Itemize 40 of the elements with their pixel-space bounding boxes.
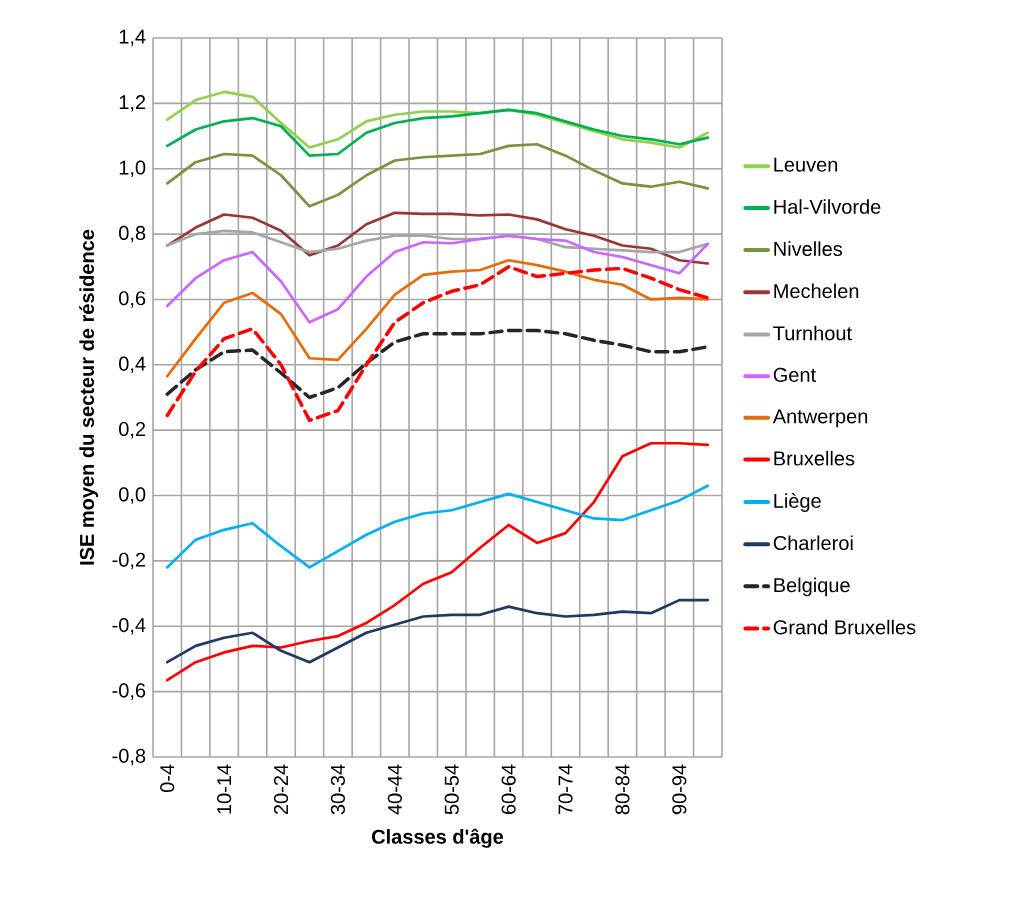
legend-label: Mechelen bbox=[774, 283, 859, 299]
x-tick-label: 80-84 bbox=[615, 764, 630, 815]
x-axis-title: Classes d'âge bbox=[372, 828, 504, 848]
legend-label: Grand Bruxelles bbox=[773, 619, 916, 635]
x-tick-label: 0-4 bbox=[160, 764, 175, 793]
y-tick-label: 1,4 bbox=[119, 29, 146, 47]
x-tick-label: 10-14 bbox=[217, 764, 232, 814]
legend-label: Antwerpen bbox=[772, 409, 868, 428]
legend-label: Leuven bbox=[774, 157, 838, 172]
x-tick-label: 50-54 bbox=[444, 764, 459, 815]
x-tick-label: 60-64 bbox=[501, 764, 516, 815]
x-tick-label: 70-74 bbox=[558, 764, 573, 815]
x-tick-label: 20-24 bbox=[273, 764, 289, 815]
y-tick-label: 1,0 bbox=[119, 160, 146, 177]
y-axis-title: ISE moyen du secteur de résidence bbox=[79, 229, 98, 565]
y-tick-label: 0,2 bbox=[119, 421, 146, 439]
x-tick-label: 30-34 bbox=[330, 764, 345, 815]
x-tick-label: 40-44 bbox=[387, 764, 402, 815]
y-tick-label: 0,4 bbox=[119, 356, 146, 374]
legend-label: Turnhout bbox=[773, 325, 852, 341]
line-series bbox=[165, 441, 710, 682]
y-tick-label: -0,2 bbox=[112, 552, 146, 570]
legend-label: Hal-Vilvorde bbox=[774, 199, 881, 214]
y-tick-label: -0,6 bbox=[112, 683, 146, 700]
legend-label: Charleroi bbox=[773, 535, 853, 551]
legend-label: Nivelles bbox=[774, 241, 843, 257]
legend-label: Liège bbox=[774, 493, 821, 512]
y-tick-label: 1,2 bbox=[119, 95, 146, 112]
line-series bbox=[165, 211, 710, 265]
x-tick-label: 90-94 bbox=[672, 764, 687, 815]
line-series bbox=[165, 142, 710, 208]
y-tick-label: 0,8 bbox=[119, 225, 146, 243]
legend-label: Bruxelles bbox=[774, 450, 855, 466]
y-tick-label: 0,6 bbox=[119, 291, 146, 308]
line-series bbox=[165, 258, 710, 378]
y-tick-label: -0,4 bbox=[112, 618, 146, 635]
y-tick-label: 0,0 bbox=[119, 487, 146, 504]
y-tick-label: -0,8 bbox=[112, 748, 146, 766]
legend-label: Belgique bbox=[774, 577, 850, 597]
legend-label: Gent bbox=[773, 367, 816, 382]
